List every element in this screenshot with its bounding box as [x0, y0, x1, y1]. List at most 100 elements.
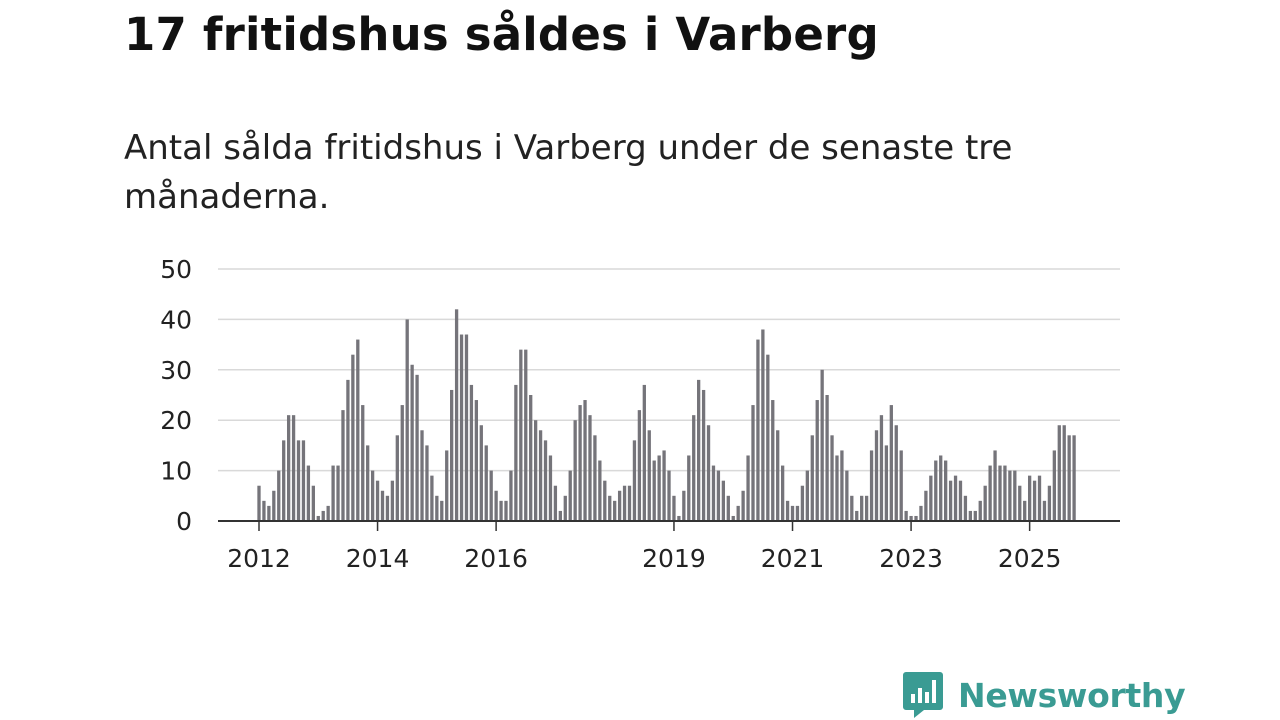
bar — [697, 379, 701, 521]
bar — [776, 430, 780, 521]
bar — [588, 415, 592, 521]
bar — [1027, 475, 1032, 521]
bar — [450, 389, 454, 521]
bar — [336, 465, 340, 521]
bar — [301, 440, 306, 521]
bar — [701, 389, 706, 521]
bar — [953, 475, 958, 521]
bar — [519, 349, 523, 521]
bar — [939, 455, 943, 521]
bar — [1062, 425, 1066, 521]
bar — [756, 339, 760, 521]
bar — [341, 410, 345, 521]
bar — [578, 405, 582, 521]
bar — [632, 440, 637, 521]
bar — [375, 480, 380, 521]
bar — [1003, 465, 1007, 521]
bar — [771, 400, 775, 521]
bar — [667, 470, 671, 521]
bar — [346, 379, 350, 521]
bar — [445, 450, 449, 521]
bar — [410, 364, 414, 521]
bar — [331, 465, 335, 521]
bar — [879, 415, 884, 521]
x-tick-label: 2021 — [761, 544, 825, 573]
bar — [800, 485, 805, 521]
x-tick-label: 2016 — [464, 544, 528, 573]
bar — [1037, 475, 1042, 521]
bar — [558, 510, 562, 521]
bar — [998, 465, 1002, 521]
bar — [973, 510, 977, 521]
bar — [929, 475, 933, 521]
bar — [944, 460, 948, 521]
bar — [1067, 435, 1071, 521]
bar — [351, 354, 355, 521]
bar — [751, 405, 755, 521]
bar — [1008, 470, 1012, 521]
bar — [948, 480, 953, 521]
bar — [1013, 470, 1017, 521]
bar — [499, 500, 503, 521]
bar — [1072, 435, 1076, 521]
bar — [840, 450, 844, 521]
bar — [894, 425, 898, 521]
y-tick-label: 40 — [160, 305, 192, 334]
bar — [361, 405, 365, 521]
bar — [810, 435, 814, 521]
bar — [459, 334, 464, 521]
bar — [830, 435, 834, 521]
bar — [1052, 450, 1056, 521]
bar — [642, 384, 646, 521]
bar — [820, 369, 824, 521]
x-tick-label: 2025 — [998, 544, 1062, 573]
bar — [306, 465, 311, 521]
bar — [652, 460, 656, 521]
bar — [474, 400, 479, 521]
bar — [272, 490, 276, 521]
bar — [978, 500, 982, 521]
bar — [613, 500, 617, 521]
bar — [603, 480, 607, 521]
bar — [390, 480, 395, 521]
bar — [524, 349, 528, 521]
bar — [494, 490, 498, 521]
bar — [617, 490, 622, 521]
bar — [430, 475, 434, 521]
bar — [919, 505, 923, 521]
bar — [484, 445, 488, 521]
bar — [860, 495, 864, 521]
y-tick-label: 30 — [160, 356, 192, 385]
bar — [296, 440, 301, 521]
bar — [909, 515, 913, 521]
bar — [815, 400, 819, 521]
bar — [538, 430, 543, 521]
bar — [286, 415, 291, 521]
bar — [958, 480, 963, 521]
bar — [622, 485, 627, 521]
bar — [291, 415, 296, 521]
bar — [692, 415, 696, 521]
bar — [321, 510, 325, 521]
bar — [924, 490, 928, 521]
bar — [553, 485, 558, 521]
bar — [1042, 500, 1047, 521]
bar — [672, 495, 676, 521]
bar — [825, 395, 829, 521]
bar — [277, 470, 281, 521]
bar — [435, 495, 439, 521]
bar — [598, 460, 602, 521]
bar — [795, 505, 800, 521]
bar — [855, 510, 859, 521]
bar — [440, 500, 444, 521]
bar — [904, 510, 908, 521]
bar — [366, 445, 370, 521]
bar — [983, 485, 987, 521]
bar — [741, 490, 745, 521]
bar — [262, 500, 266, 521]
bar — [479, 425, 483, 521]
bar — [489, 470, 493, 521]
bar — [687, 455, 691, 521]
bar — [533, 420, 538, 521]
